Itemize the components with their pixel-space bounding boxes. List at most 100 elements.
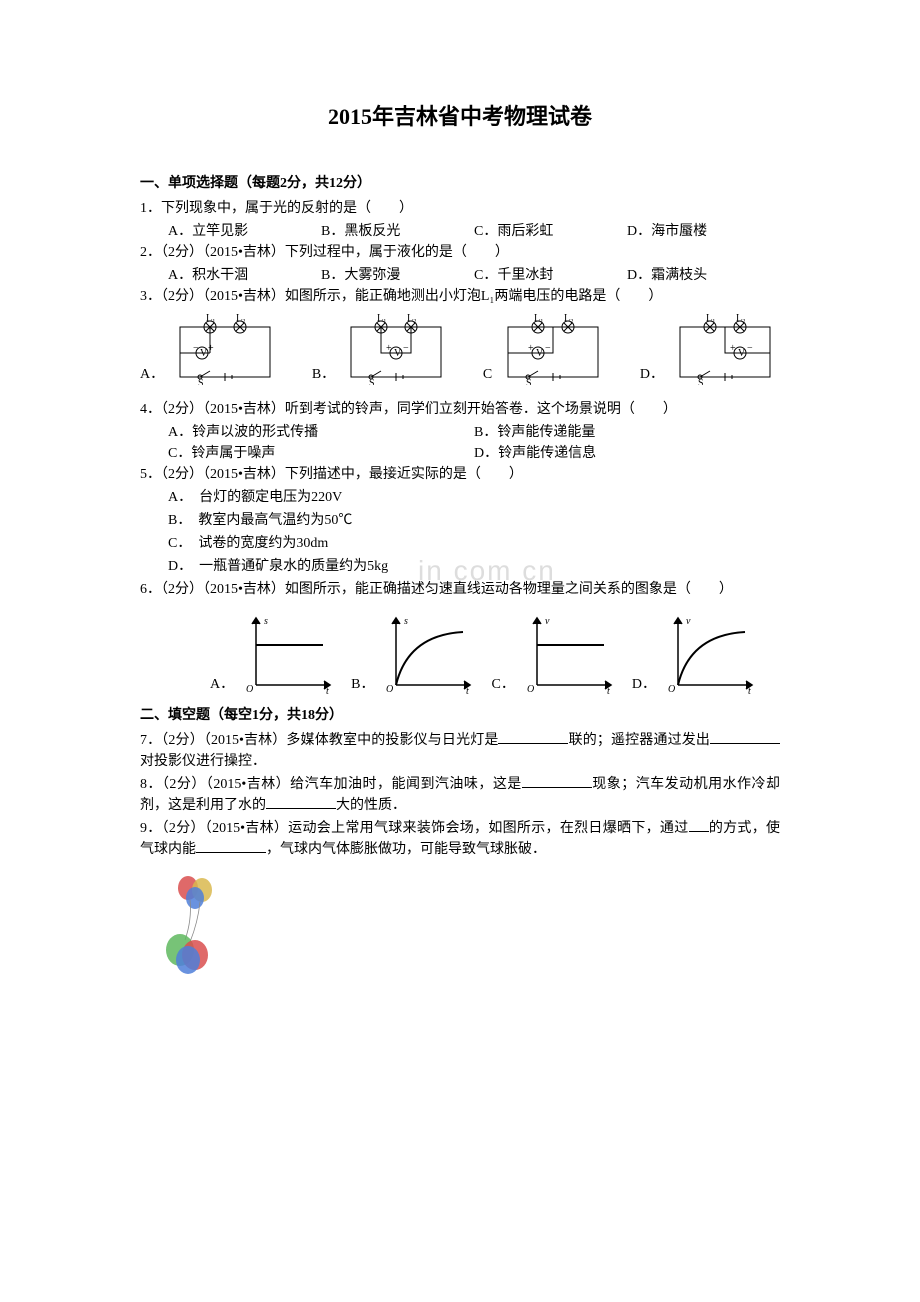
q9-blank2 bbox=[196, 839, 266, 853]
q9-p3: ，气球内气体膨胀做功，可能导致气球胀破． bbox=[266, 842, 546, 857]
section2-header: 二、填空题（每空1分，共18分） bbox=[140, 705, 780, 726]
svg-text:O: O bbox=[246, 684, 253, 695]
svg-text:L₂: L₂ bbox=[407, 313, 417, 324]
q5-opt-d: D． 一瓶普通矿泉水的质量约为5kg in com cn bbox=[168, 556, 780, 577]
svg-text:L₁: L₁ bbox=[706, 313, 716, 324]
svg-text:L₁: L₁ bbox=[206, 313, 216, 324]
q9: 9．（2分）（2015•吉林）运动会上常用气球来装饰会场，如图所示，在烈日爆晒下… bbox=[140, 818, 780, 860]
svg-text:S: S bbox=[369, 378, 375, 385]
q5-opt-b: B． 教室内最高气温约为50℃ bbox=[168, 510, 780, 531]
circuit-a-icon: V −+ L₁ L₂ S bbox=[170, 313, 280, 385]
svg-text:S: S bbox=[698, 378, 704, 385]
q2-text: 2．（2分）（2015•吉林）下列过程中，属于液化的是（ ） bbox=[140, 242, 780, 263]
q6-opt-b-label: B． bbox=[351, 674, 374, 695]
graph-b-xlabel: t bbox=[466, 686, 469, 695]
graph-c-xlabel: t bbox=[607, 686, 610, 695]
svg-text:−: − bbox=[747, 343, 753, 354]
svg-text:V: V bbox=[738, 348, 746, 359]
graph-b-icon: s O t bbox=[378, 610, 478, 695]
q9-p1: 9．（2分）（2015•吉林）运动会上常用气球来装饰会场，如图所示，在烈日爆晒下… bbox=[140, 821, 689, 836]
q1-opt-a: A．立竿见影 bbox=[168, 221, 321, 242]
q7-p3: 对投影仪进行操控． bbox=[140, 754, 266, 769]
graph-d-icon: v O t bbox=[660, 610, 760, 695]
svg-text:+: + bbox=[730, 343, 736, 354]
svg-text:S: S bbox=[526, 378, 532, 385]
svg-text:+: + bbox=[208, 343, 214, 354]
q6-opt-d-label: D． bbox=[632, 674, 656, 695]
svg-text:L₂: L₂ bbox=[736, 313, 746, 324]
q1-text: 1．下列现象中，属于光的反射的是（ ） bbox=[140, 198, 780, 219]
graph-a-ylabel: s bbox=[264, 616, 268, 627]
q4-opt-c: C．铃声属于噪声 bbox=[168, 443, 474, 464]
q3-text: 3．（2分）（2015•吉林）如图所示，能正确地测出小灯泡L₁两端电压的电路是（… bbox=[140, 286, 780, 307]
q9-blank1 bbox=[689, 818, 709, 832]
q6-opt-a-label: A． bbox=[210, 674, 234, 695]
q8-p1: 8．（2分）（2015•吉林）给汽车加油时，能闻到汽油味，这是 bbox=[140, 777, 522, 792]
svg-text:O: O bbox=[386, 684, 393, 695]
circuit-b-icon: V +− L₁L₂ S bbox=[341, 313, 451, 385]
q5-text: 5．（2分）（2015•吉林）下列描述中，最接近实际的是（ ） bbox=[140, 464, 780, 485]
q5-opt-a: A． 台灯的额定电压为220V bbox=[168, 487, 780, 508]
q7-blank1 bbox=[498, 730, 568, 744]
svg-text:O: O bbox=[527, 684, 534, 695]
graph-a-icon: s O t bbox=[238, 610, 338, 695]
graph-b-ylabel: s bbox=[404, 616, 408, 627]
graph-c-icon: v O t bbox=[519, 610, 619, 695]
svg-text:−: − bbox=[545, 343, 551, 354]
q5-options: A． 台灯的额定电压为220V B． 教室内最高气温约为50℃ C． 试卷的宽度… bbox=[140, 487, 780, 579]
q2-opt-c: C．千里冰封 bbox=[474, 265, 627, 286]
q1-options: A．立竿见影 B．黑板反光 C．雨后彩虹 D．海市蜃楼 bbox=[140, 221, 780, 242]
q4-options: A．铃声以波的形式传播 B．铃声能传递能量 C．铃声属于噪声 D．铃声能传递信息 bbox=[140, 422, 780, 464]
graph-d-xlabel: t bbox=[748, 686, 751, 695]
q3-opt-a-label: A． bbox=[140, 364, 164, 385]
svg-text:+: + bbox=[386, 343, 392, 354]
svg-text:−: − bbox=[403, 343, 409, 354]
graph-a-xlabel: t bbox=[326, 686, 329, 695]
graph-c-ylabel: v bbox=[545, 616, 550, 627]
balloons-icon bbox=[160, 870, 230, 980]
graph-d-ylabel: v bbox=[686, 616, 691, 627]
q5-opt-d-text: D． 一瓶普通矿泉水的质量约为5kg bbox=[168, 559, 388, 574]
q3-circuits: A． V −+ L₁L₂ S B． V bbox=[140, 313, 780, 385]
q7-blank2 bbox=[710, 730, 780, 744]
svg-text:V: V bbox=[394, 348, 402, 359]
q2-opt-a: A．积水干涸 bbox=[168, 265, 321, 286]
q4-opt-a: A．铃声以波的形式传播 bbox=[168, 422, 474, 443]
balloon-image bbox=[160, 870, 780, 987]
watermark-text: in com cn bbox=[418, 550, 556, 592]
q8: 8．（2分）（2015•吉林）给汽车加油时，能闻到汽油味，这是现象；汽车发动机用… bbox=[140, 774, 780, 816]
q3-opt-c-label: C bbox=[483, 364, 492, 385]
section1-header: 一、单项选择题（每题2分，共12分） bbox=[140, 173, 780, 194]
q6-graphs: A． s O t B． s O t C． bbox=[140, 610, 780, 695]
q4-opt-b: B．铃声能传递能量 bbox=[474, 422, 780, 443]
svg-text:O: O bbox=[668, 684, 675, 695]
exam-title: 2015年吉林省中考物理试卷 bbox=[140, 100, 780, 133]
q1-opt-c: C．雨后彩虹 bbox=[474, 221, 627, 242]
q2-opt-d: D．霜满枝头 bbox=[627, 265, 780, 286]
q2-opt-b: B．大雾弥漫 bbox=[321, 265, 474, 286]
q8-p3: 大的性质． bbox=[336, 798, 406, 813]
svg-text:S: S bbox=[198, 378, 204, 385]
q7-p2: 联的；遥控器通过发出 bbox=[568, 733, 710, 748]
q3-opt-d-label: D． bbox=[640, 364, 664, 385]
q6-opt-c-label: C． bbox=[492, 674, 515, 695]
svg-text:L₁: L₁ bbox=[534, 313, 544, 324]
svg-text:−: − bbox=[193, 343, 199, 354]
q4-opt-d: D．铃声能传递信息 bbox=[474, 443, 780, 464]
q8-blank1 bbox=[522, 774, 592, 788]
q7-p1: 7．（2分）（2015•吉林）多媒体教室中的投影仪与日光灯是 bbox=[140, 733, 498, 748]
q1-opt-b: B．黑板反光 bbox=[321, 221, 474, 242]
q7: 7．（2分）（2015•吉林）多媒体教室中的投影仪与日光灯是 联的；遥控器通过发出… bbox=[140, 730, 780, 772]
q2-options: A．积水干涸 B．大雾弥漫 C．千里冰封 D．霜满枝头 bbox=[140, 265, 780, 286]
q1-opt-d: D．海市蜃楼 bbox=[627, 221, 780, 242]
svg-text:V: V bbox=[200, 348, 208, 359]
svg-text:+: + bbox=[528, 343, 534, 354]
svg-text:L₂: L₂ bbox=[564, 313, 574, 324]
circuit-d-icon: V +− L₁ L₂ S bbox=[670, 313, 780, 385]
q4-text: 4．（2分）（2015•吉林）听到考试的铃声，同学们立刻开始答卷．这个场景说明（… bbox=[140, 399, 780, 420]
q3-opt-b-label: B． bbox=[312, 364, 335, 385]
circuit-c-icon: V +− L₁ L₂ S bbox=[498, 313, 608, 385]
svg-text:L₂: L₂ bbox=[236, 313, 246, 324]
q8-blank2 bbox=[266, 795, 336, 809]
svg-text:V: V bbox=[536, 348, 544, 359]
